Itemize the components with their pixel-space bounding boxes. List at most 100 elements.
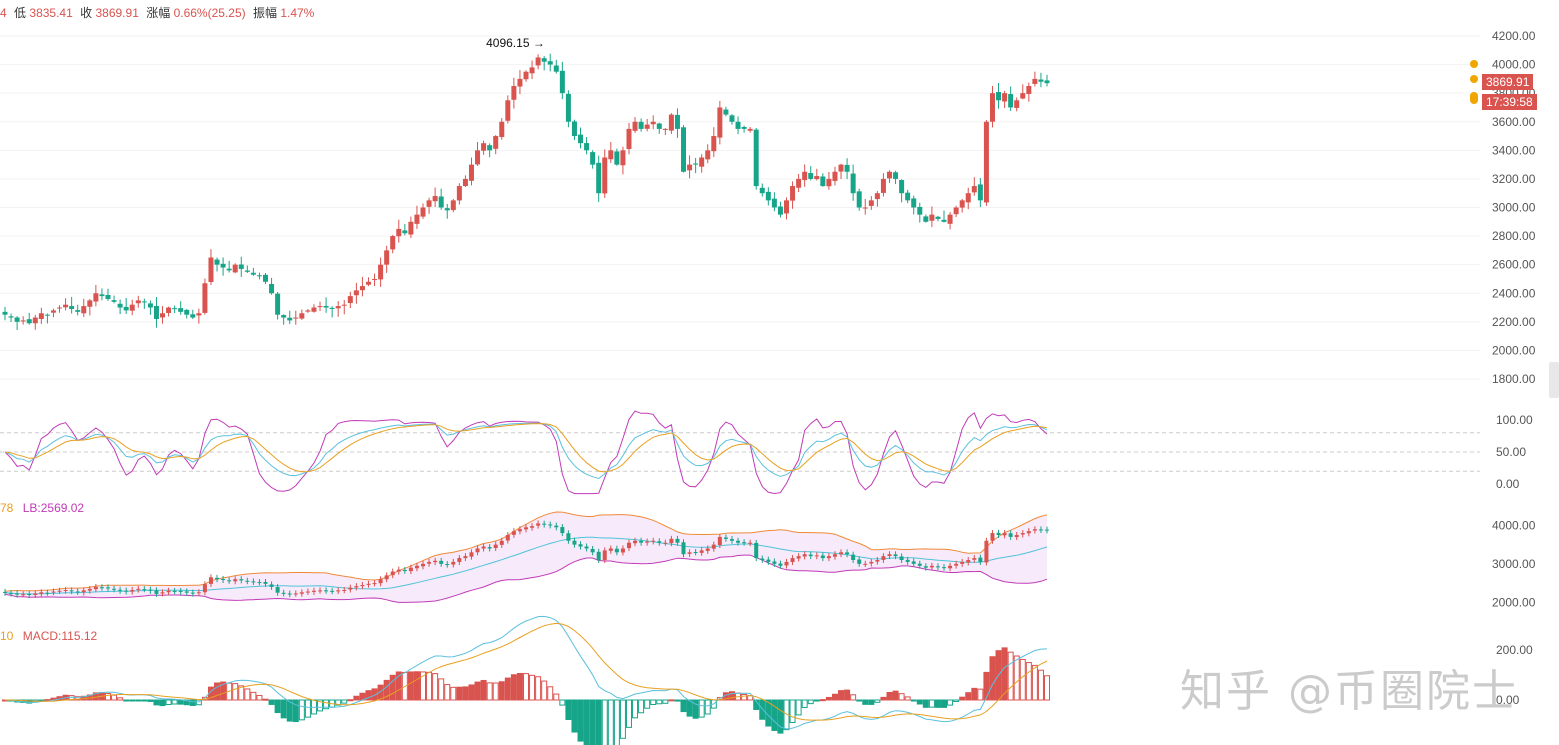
price-axis-tick: 3000.00 (1492, 201, 1536, 215)
candle-body (1038, 79, 1044, 82)
candle-body (111, 300, 117, 302)
candle-body (662, 128, 668, 130)
alert-dot-icon[interactable] (1470, 92, 1478, 104)
boll-candle-body (3, 591, 7, 593)
candle-body (1032, 78, 1038, 84)
candle-body (705, 150, 711, 160)
kdj-axis-tick: 100.00 (1496, 413, 1533, 427)
boll-candle-body (421, 563, 426, 567)
candle-body (935, 216, 941, 219)
candle-body (426, 200, 432, 207)
macd-histogram-bar (389, 674, 396, 701)
boll-candle-body (857, 559, 862, 564)
boll-candle-body (845, 552, 850, 555)
macd-axis-tick: 0.00 (1496, 693, 1520, 707)
boll-candle-body (972, 558, 977, 560)
boll-candle-body (360, 585, 365, 587)
candle-body (632, 121, 638, 131)
macd-histogram-bar (304, 699, 311, 718)
macd-histogram-bar (1044, 675, 1050, 701)
boll-candle-body (136, 588, 141, 590)
macd-histogram-bar (589, 699, 596, 745)
close-label: 收 (80, 6, 93, 20)
boll-candle-body (923, 566, 928, 568)
macd-histogram-bar (619, 699, 626, 739)
macd-histogram-bar (577, 699, 584, 742)
boll-mid-line (4, 536, 1048, 595)
alert-dot-icon[interactable] (1470, 60, 1478, 68)
boll-candle-body (93, 586, 98, 590)
macd-histogram-bar (420, 671, 427, 701)
boll-candle-body (148, 589, 153, 591)
boll-candle-body (754, 542, 759, 559)
boll-candle-body (233, 579, 238, 582)
boll-candle-body (802, 554, 807, 557)
boll-candle-body (318, 590, 323, 592)
price-axis-tick: 3200.00 (1492, 172, 1536, 186)
boll-candle-body (966, 560, 971, 563)
candle-body (190, 314, 196, 318)
macd-histogram-bar (1037, 669, 1044, 701)
macd-histogram-bar (1007, 651, 1014, 701)
boll-candle-body (51, 591, 56, 593)
boll-candle-body (548, 524, 553, 526)
candle-body (723, 109, 729, 115)
macd-histogram-bar (510, 674, 517, 701)
candle-body (135, 300, 141, 304)
candle-body (862, 207, 868, 209)
boll-candle-body (390, 571, 395, 576)
candle-body (50, 310, 56, 313)
candle-body (147, 303, 153, 308)
boll-candle-body (99, 587, 104, 589)
candle-body (160, 313, 166, 318)
boll-candle-body (493, 544, 498, 549)
macd-histogram-bar (141, 699, 148, 702)
macd-histogram-bar (335, 699, 342, 706)
macd-histogram-bar (801, 699, 808, 708)
boll-candle-body (130, 590, 135, 592)
boll-candle-body (784, 561, 789, 566)
macd-histogram-bar (565, 699, 572, 720)
boll-candle-body (978, 557, 983, 562)
macd-histogram-bar (298, 699, 305, 721)
candle-body (226, 268, 232, 271)
boll-candle-body (287, 593, 292, 595)
boll-candle-body (905, 559, 910, 562)
candle-body (20, 320, 26, 322)
macd-histogram-bar (947, 699, 954, 706)
candle-body (808, 173, 814, 179)
macd-histogram-bar (807, 699, 814, 705)
candle-body (220, 263, 226, 268)
candle-body (832, 171, 838, 181)
candle-body (365, 281, 371, 285)
candle-body (99, 294, 105, 297)
candle-body (353, 290, 359, 296)
boll-candle-body (160, 592, 165, 594)
macd-histogram-bar (474, 681, 481, 701)
boll-candle-body (893, 554, 898, 557)
candle-body (1002, 93, 1008, 102)
boll-candle-body (675, 538, 680, 543)
candle-body (983, 121, 989, 203)
candle-body (117, 303, 123, 308)
boll-candle-body (63, 590, 68, 591)
candle-body (850, 173, 856, 194)
candle-body (1014, 100, 1020, 108)
boll-candle-body (118, 589, 123, 591)
boll-candle-body (190, 592, 195, 594)
candle-body (917, 206, 923, 215)
boll-candle-body (445, 564, 450, 566)
macd-histogram-bar (250, 691, 257, 701)
boll-candle-body (723, 537, 728, 539)
macd-histogram-bar (407, 671, 414, 701)
alert-dot-icon[interactable] (1470, 75, 1478, 83)
boll-candle-body (475, 548, 480, 553)
boll-candle-body (584, 546, 589, 549)
macd-histogram-bar (625, 699, 632, 728)
panel-collapse-handle[interactable] (1549, 362, 1559, 398)
candle-body (372, 278, 378, 280)
candle-body (123, 306, 129, 311)
boll-candle-body (633, 540, 638, 544)
boll-candle-body (590, 548, 595, 553)
macd-histogram-bar (268, 699, 275, 705)
